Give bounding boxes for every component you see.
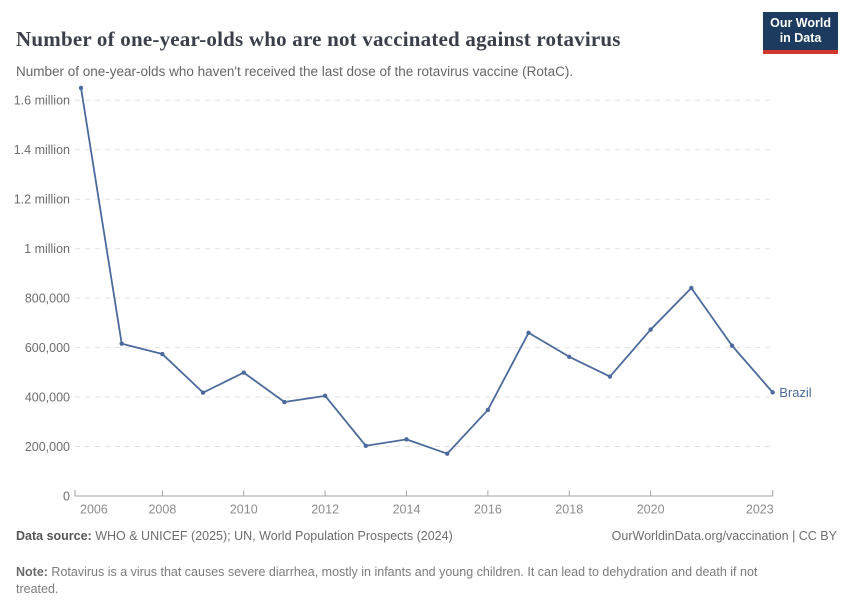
y-axis-label: 1.6 million xyxy=(14,94,70,108)
data-line-brazil xyxy=(80,87,774,455)
chart-title: Number of one-year-olds who are not vacc… xyxy=(16,27,621,52)
data-point-2018[interactable] xyxy=(567,354,572,359)
x-axis-label: 2016 xyxy=(474,503,502,517)
x-axis-label: 2020 xyxy=(637,503,665,517)
x-axis-label: 2008 xyxy=(148,503,176,517)
license-link[interactable]: OurWorldinData.org/vaccination | CC BY xyxy=(611,529,837,543)
data-point-2016[interactable] xyxy=(485,407,491,413)
y-axis-label: 1.4 million xyxy=(14,143,70,157)
chart-canvas[interactable]: 0 200,000 400,000 600,000 800,000 1 million 1.… xyxy=(0,0,850,525)
owid-logo-line2: in Data xyxy=(779,31,822,45)
chart-note: Note: Rotavirus is a virus that causes s… xyxy=(16,564,798,598)
x-axis-label: 2006 xyxy=(80,503,108,517)
data-point-2009[interactable] xyxy=(200,390,206,395)
data-source-label: Data source: xyxy=(16,529,92,543)
owid-logo[interactable]: Our World in Data xyxy=(763,12,838,54)
data-point-2013[interactable] xyxy=(363,443,369,448)
note-label: Note: xyxy=(16,564,48,579)
x-axis-label: 2010 xyxy=(230,503,258,517)
x-axis-label: 2014 xyxy=(393,503,421,517)
data-point-2007[interactable] xyxy=(119,341,124,346)
data-point-2021[interactable] xyxy=(689,285,694,291)
y-axis-label: 400,000 xyxy=(25,390,70,404)
data-point-2014[interactable] xyxy=(404,437,409,442)
x-axis-label: 2023 xyxy=(746,503,774,517)
y-axis-label: 0 xyxy=(63,489,70,503)
y-axis-label: 600,000 xyxy=(25,341,70,355)
y-axis-label: 800,000 xyxy=(25,291,70,305)
data-point-2020[interactable] xyxy=(648,327,653,332)
data-point-2008[interactable] xyxy=(160,351,165,357)
owid-logo-line1: Our World xyxy=(770,16,831,30)
data-point-2023[interactable] xyxy=(770,390,775,395)
data-source-text: WHO & UNICEF (2025); UN, World Populatio… xyxy=(91,529,453,543)
chart-footer: Data source: WHO & UNICEF (2025); UN, Wo… xyxy=(16,528,837,545)
y-axis-label: 1 million xyxy=(24,242,70,256)
data-source: Data source: WHO & UNICEF (2025); UN, Wo… xyxy=(16,528,453,545)
data-point-2017[interactable] xyxy=(526,330,531,335)
x-axis-label: 2012 xyxy=(311,503,339,517)
chart-subtitle: Number of one-year-olds who haven't rece… xyxy=(16,63,574,79)
data-point-2019[interactable] xyxy=(607,374,613,379)
note-text: Rotavirus is a virus that causes severe … xyxy=(16,564,758,596)
entity-label-brazil[interactable]: Brazil xyxy=(779,385,812,400)
x-axis-label: 2018 xyxy=(555,503,583,517)
data-point-2022[interactable] xyxy=(729,343,735,348)
data-point-2011[interactable] xyxy=(282,399,287,405)
data-point-2015[interactable] xyxy=(444,451,450,456)
data-point-2010[interactable] xyxy=(241,370,246,375)
y-axis-label: 1.2 million xyxy=(14,193,70,207)
y-axis-label: 200,000 xyxy=(25,440,70,454)
data-point-2006[interactable] xyxy=(78,85,84,91)
data-point-2012[interactable] xyxy=(322,393,328,399)
